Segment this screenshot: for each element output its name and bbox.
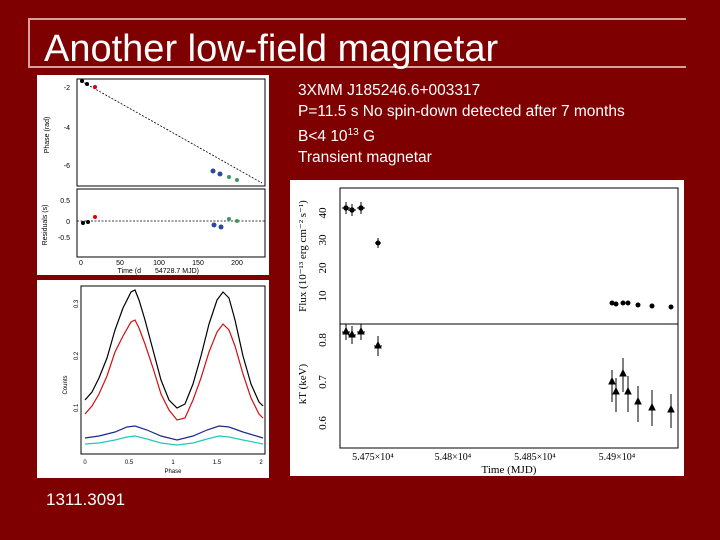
bullet-source-name: 3XMM J185246.6+003317 — [298, 82, 481, 99]
phase-xtick: 0 — [79, 260, 83, 267]
pulse-ytick: 0.3 — [74, 299, 80, 308]
kt-ytick: 0.8 — [317, 333, 329, 347]
flux-ylabel: Flux (10⁻¹³ erg cm⁻² s⁻¹) — [297, 200, 309, 312]
phase-ylabel: Phase (rad) — [44, 117, 51, 154]
kt-ylabel: kT (keV) — [297, 363, 309, 404]
flux-ytick: 40 — [317, 207, 329, 219]
pulse-xtick: 2 — [259, 460, 263, 466]
flux-xtick: 5.49×10⁴ — [599, 452, 636, 463]
kt-ytick: 0.6 — [317, 416, 329, 430]
residuals-ytick: 0 — [66, 219, 70, 226]
pulse-xtick: 0.5 — [125, 460, 134, 466]
pulse-ytick: 0.1 — [74, 403, 80, 412]
frame-line-left — [28, 18, 30, 66]
pulse-xtick: 1 — [171, 460, 175, 466]
slide-title: Another low-field magnetar — [44, 28, 499, 70]
flux-xtick: 5.475×10⁴ — [352, 452, 394, 463]
pulse-ylabel: Counts — [63, 375, 69, 394]
phase-xlabel-mjd: 54728.7 MJD) — [155, 268, 199, 275]
pulse-profile-plot: Counts 0.3 0.2 0.1 0 0.5 1 1.5 2 Phase — [37, 280, 269, 478]
phase-xtick: 100 — [153, 260, 165, 267]
frame-line-top — [28, 18, 686, 20]
phase-xtick: 150 — [192, 260, 204, 267]
flux-xtick: 5.48×10⁴ — [435, 452, 472, 463]
flux-ytick: 20 — [317, 262, 329, 274]
bullet-period: P=11.5 s No spin-down detected after 7 m… — [298, 103, 625, 120]
phase-ytick: -2 — [64, 85, 70, 92]
kt-ytick: 0.7 — [317, 375, 329, 389]
footer-reference: 1311.3091 — [46, 490, 126, 509]
phase-ytick: -4 — [64, 125, 70, 132]
frame-line-title-underline — [28, 66, 686, 68]
phase-timing-plot: Phase (rad) -2 -4 -6 Residuals (s) 0.5 0… — [37, 75, 269, 275]
bullet-transient: Transient magnetar — [298, 149, 432, 167]
pulse-ytick: 0.2 — [74, 351, 80, 360]
residuals-ylabel: Residuals (s) — [42, 205, 49, 246]
flux-ytick: 30 — [317, 234, 329, 246]
flux-xtick: 5.485×10⁴ — [514, 452, 556, 463]
bullet-magnetic-field: B<4 1013 G — [298, 127, 376, 146]
flux-xlabel: Time (MJD) — [482, 464, 537, 476]
residuals-ytick: 0.5 — [60, 198, 70, 205]
pulse-xtick: 0 — [83, 460, 87, 466]
phase-xtick: 200 — [231, 260, 243, 267]
pulse-xtick: 1.5 — [213, 460, 222, 466]
bullet-list: 3XMM J185246.6+003317 P=11.5 s No spin-d… — [298, 80, 625, 168]
phase-xlabel: Time (d — [118, 268, 142, 275]
flux-ytick: 10 — [317, 290, 329, 302]
flux-temperature-plot: Flux (10⁻¹³ erg cm⁻² s⁻¹) 40 30 20 10 kT… — [290, 180, 684, 476]
residuals-ytick: -0.5 — [58, 235, 70, 242]
phase-xtick: 50 — [116, 260, 124, 267]
phase-ytick: -6 — [64, 163, 70, 170]
pulse-xlabel: Phase — [164, 469, 182, 475]
